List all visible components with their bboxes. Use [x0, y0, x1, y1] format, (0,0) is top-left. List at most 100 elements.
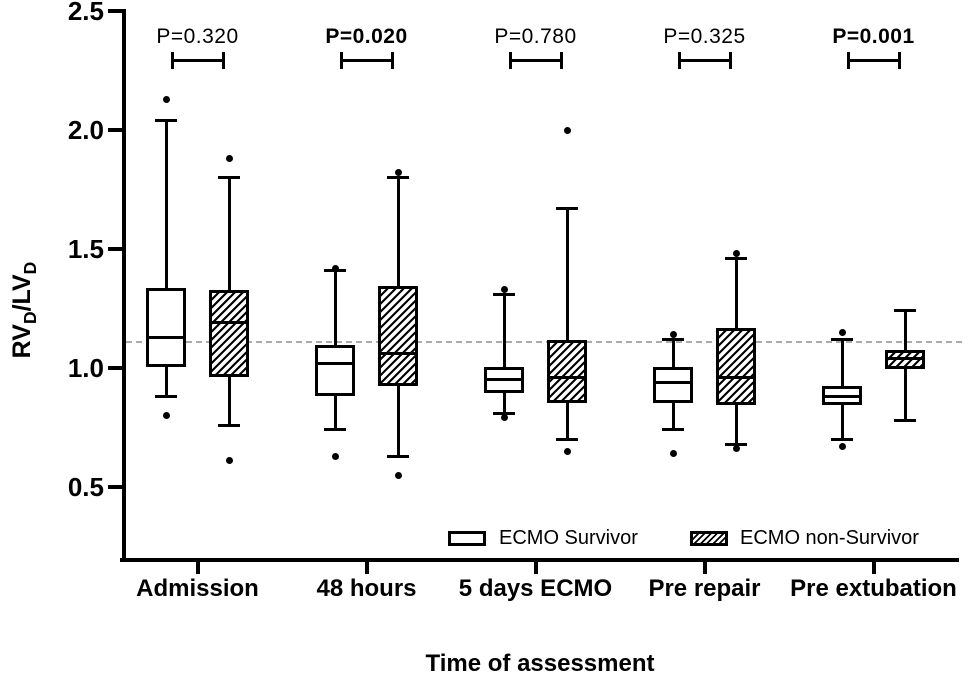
box-whisker-cap-top	[218, 176, 240, 180]
legend-swatch-survivor	[448, 531, 486, 546]
box-median	[486, 378, 522, 382]
box-survivor	[315, 345, 355, 396]
outlier-dot	[162, 95, 170, 103]
p-value-label: P=0.780	[494, 25, 577, 48]
box-whisker-cap-bottom	[556, 437, 578, 441]
p-bracket-end-right	[728, 52, 732, 69]
p-bracket-end-right	[897, 52, 901, 69]
box-median	[148, 335, 184, 339]
box-median	[211, 321, 247, 325]
box-whisker	[565, 208, 569, 440]
y-tick	[108, 485, 122, 489]
y-tick-label: 2.0	[67, 115, 104, 145]
y-tick	[108, 9, 122, 13]
box-median	[655, 380, 691, 384]
legend-swatch-non-survivor	[690, 531, 728, 546]
outlier-dot	[669, 331, 677, 339]
outlier-dot	[394, 169, 402, 177]
outlier-dot	[162, 412, 170, 420]
outlier-dot	[500, 414, 508, 422]
x-tick	[364, 562, 369, 574]
y-tick	[108, 128, 122, 132]
box-whisker-cap-bottom	[155, 395, 177, 399]
outlier-dot	[669, 450, 677, 458]
p-value-label: P=0.325	[663, 25, 746, 48]
outlier-dot	[563, 447, 571, 455]
box-median	[549, 376, 585, 380]
outlier-dot	[563, 126, 571, 134]
box-whisker-cap-bottom	[387, 454, 409, 458]
y-tick-label: 2.5	[67, 0, 104, 26]
x-category-label: 48 hours	[316, 575, 417, 602]
p-bracket-end-left	[508, 52, 512, 69]
p-bracket-end-left	[846, 52, 850, 69]
p-bracket-end-left	[677, 52, 681, 69]
p-bracket-line	[677, 59, 732, 62]
p-bracket-line	[170, 59, 225, 62]
p-bracket-line	[508, 59, 563, 62]
reference-line	[126, 340, 962, 343]
p-bracket-end-right	[559, 52, 563, 69]
x-tick	[871, 562, 876, 574]
y-tick	[108, 247, 122, 251]
box-median	[317, 361, 353, 365]
box-survivor	[146, 287, 186, 368]
legend-label-non-survivor: ECMO non-Survivor	[740, 527, 919, 549]
outlier-dot	[331, 264, 339, 272]
box-non-survivor	[209, 290, 249, 377]
p-bracket-end-left	[170, 52, 174, 69]
box-median	[718, 376, 754, 380]
x-axis-title: Time of assessment	[425, 650, 655, 677]
outlier-dot	[500, 285, 508, 293]
outlier-dot	[331, 452, 339, 460]
box-median	[824, 395, 860, 399]
outlier-dot	[732, 250, 740, 258]
box-survivor	[653, 366, 693, 403]
y-tick-label: 1.5	[67, 234, 104, 264]
y-axis-line	[122, 9, 126, 562]
p-value-label: P=0.020	[325, 25, 408, 48]
box-non-survivor	[547, 340, 587, 403]
box-whisker-cap-bottom	[493, 411, 515, 415]
box-whisker-cap-top	[493, 292, 515, 296]
outlier-dot	[225, 155, 233, 163]
p-bracket-end-right	[221, 52, 225, 69]
box-whisker-cap-bottom	[831, 437, 853, 441]
outlier-dot	[838, 443, 846, 451]
x-category-label: Pre extubation	[790, 575, 957, 602]
x-category-label: 5 days ECMO	[458, 575, 613, 602]
box-non-survivor	[716, 328, 756, 406]
box-whisker-cap-bottom	[218, 423, 240, 427]
p-value-label: P=0.320	[156, 25, 239, 48]
p-value-label: P=0.001	[832, 25, 915, 48]
box-whisker-cap-top	[662, 337, 684, 341]
x-tick	[702, 562, 707, 574]
box-whisker-cap-top	[831, 337, 853, 341]
y-tick-label: 1.0	[67, 353, 104, 383]
box-median	[887, 356, 923, 360]
box-whisker-cap-top	[894, 309, 916, 313]
box-non-survivor	[378, 285, 418, 387]
outlier-dot	[732, 445, 740, 453]
p-bracket-end-left	[339, 52, 343, 69]
p-bracket-end-right	[390, 52, 394, 69]
outlier-dot	[394, 471, 402, 479]
x-category-label: Pre repair	[648, 575, 761, 602]
box-whisker-cap-top	[387, 176, 409, 180]
box-whisker-cap-top	[725, 257, 747, 261]
x-tick	[533, 562, 538, 574]
box-whisker	[502, 294, 506, 414]
box-whisker	[164, 120, 168, 397]
box-whisker-cap-bottom	[324, 428, 346, 432]
box-whisker-cap-top	[556, 207, 578, 211]
x-category-label: Admission	[136, 575, 259, 602]
legend-label-survivor: ECMO Survivor	[499, 527, 638, 549]
y-tick	[108, 366, 122, 370]
x-axis-line	[120, 558, 959, 562]
x-tick	[195, 562, 200, 574]
box-whisker-cap-bottom	[662, 428, 684, 432]
box-whisker-cap-bottom	[725, 442, 747, 446]
y-tick-label: 0.5	[67, 472, 104, 502]
